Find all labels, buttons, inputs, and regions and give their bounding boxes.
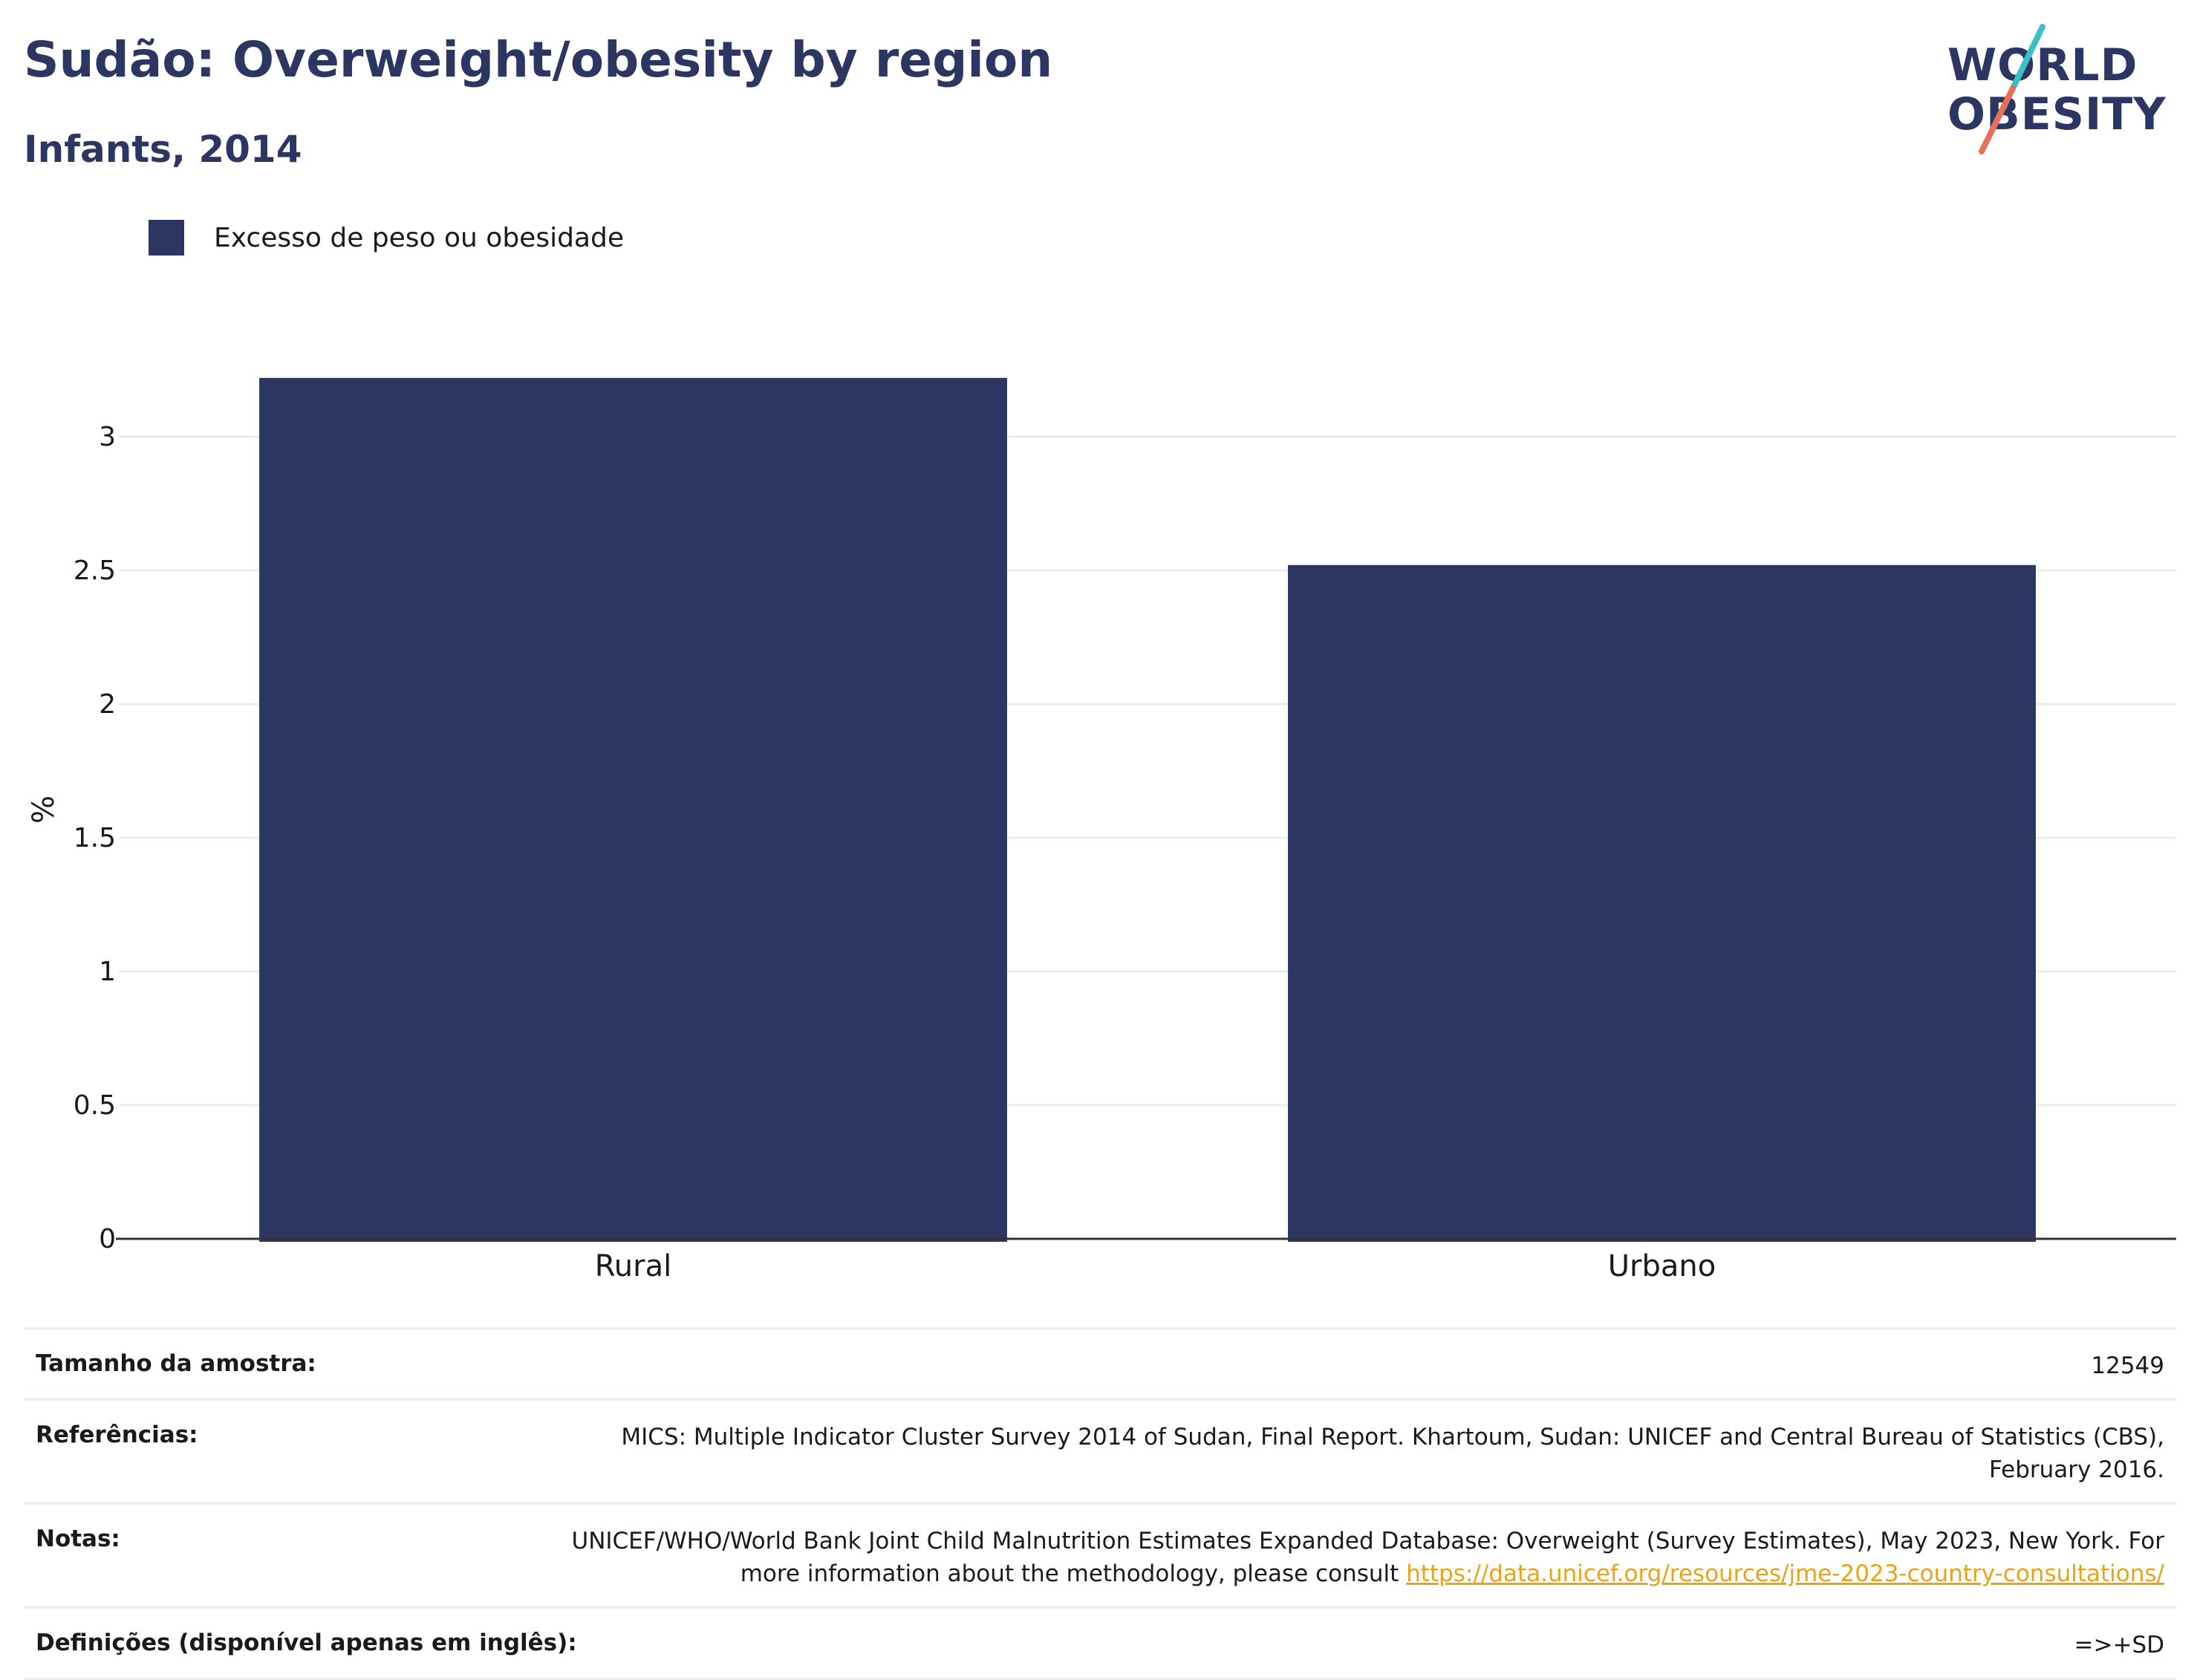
notes-row: Notas: UNICEF/WHO/World Bank Joint Child… <box>24 1502 2176 1606</box>
bar-chart: 0 0.5 1 1.5 2 2.5 3 Rural Urbano% <box>27 377 2176 1283</box>
x-tick-label: Rural <box>595 1249 671 1283</box>
notes-text: UNICEF/WHO/World Bank Joint Child Malnut… <box>571 1528 2165 1587</box>
logo-slash-icon <box>1979 24 2045 154</box>
legend-swatch <box>149 220 184 255</box>
y-tick-label: 3 <box>99 422 116 452</box>
notes-value: UNICEF/WHO/World Bank Joint Child Malnut… <box>560 1526 2165 1590</box>
bar-rural <box>259 377 1007 1242</box>
world-obesity-logo[interactable]: WORLD OBESITY <box>1931 18 2184 159</box>
y-tick-label: 0 <box>99 1224 116 1254</box>
info-table: Tamanho da amostra: 12549 Referências: M… <box>24 1327 2176 1680</box>
methodology-link[interactable]: https://data.unicef.org/resources/jme-20… <box>1406 1560 2164 1587</box>
definitions-value: =>+SD <box>2074 1631 2164 1658</box>
chart-legend: Excesso de peso ou obesidade <box>149 220 624 255</box>
y-tick-label: 2 <box>99 689 116 720</box>
y-tick-label: 1.5 <box>74 823 116 853</box>
y-tick-label: 0.5 <box>74 1090 116 1121</box>
definitions-label: Definições (disponível apenas em inglês)… <box>36 1629 577 1656</box>
sample-size-row: Tamanho da amostra: 12549 <box>24 1327 2176 1399</box>
bar-urbano <box>1288 564 2036 1242</box>
notes-label: Notas: <box>36 1526 120 1553</box>
definitions-row: Definições (disponível apenas em inglês)… <box>24 1606 2176 1680</box>
sample-size-label: Tamanho da amostra: <box>36 1350 316 1377</box>
y-axis-label: % <box>27 795 61 824</box>
logo-line2: OBESITY <box>1947 88 2167 140</box>
logo-line1: WORLD <box>1947 39 2138 91</box>
page-subtitle: Infants, 2014 <box>24 128 302 171</box>
references-label: Referências: <box>36 1422 198 1449</box>
references-value: MICS: Multiple Indicator Cluster Survey … <box>621 1424 2164 1483</box>
y-tick-label: 2.5 <box>74 556 116 586</box>
legend-label: Excesso de peso ou obesidade <box>214 222 624 253</box>
page-title: Sudão: Overweight/obesity by region <box>24 31 1053 88</box>
references-row: Referências: MICS: Multiple Indicator Cl… <box>24 1399 2176 1502</box>
x-tick-label: Urbano <box>1608 1249 1716 1283</box>
y-tick-label: 1 <box>99 957 116 987</box>
sample-size-value: 12549 <box>2091 1352 2164 1379</box>
